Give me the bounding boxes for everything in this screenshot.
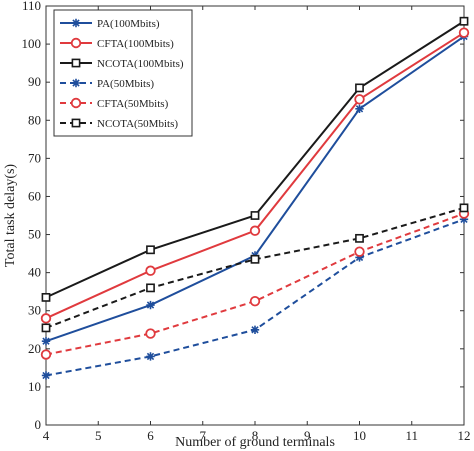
data-point	[250, 254, 260, 264]
data-point	[145, 265, 156, 276]
data-point	[355, 83, 364, 93]
series-ncota-50mbits	[41, 203, 469, 333]
data-point	[40, 313, 52, 324]
data-point	[459, 203, 469, 213]
legend-marker	[71, 118, 81, 128]
data-point	[249, 225, 261, 236]
data-point	[355, 104, 364, 114]
x-tick-label: 9	[304, 428, 311, 443]
series-ncota-100mbits	[41, 16, 469, 302]
y-axis-title: Total task delay(s)	[3, 164, 18, 268]
data-point	[354, 94, 365, 105]
legend-marker	[71, 58, 81, 68]
x-axis: 4 5 6 7 8 9 10 11 12	[43, 6, 471, 443]
y-tick-label: 100	[22, 36, 42, 51]
legend-marker	[70, 37, 82, 49]
data-point	[41, 371, 51, 380]
data-point	[355, 233, 364, 243]
data-point	[459, 215, 469, 224]
legend-item: CFTA(100Mbits)	[60, 37, 174, 50]
y-tick-label: 20	[28, 341, 41, 356]
x-tick-label: 8	[252, 428, 259, 443]
y-tick-label: 50	[28, 227, 41, 242]
y-tick-label: 110	[22, 0, 41, 13]
legend-item: PA(100Mbits)	[60, 18, 160, 30]
data-point	[355, 253, 364, 262]
legend-item: NCOTA(50Mbits)	[60, 118, 178, 130]
y-tick-label: 40	[28, 265, 41, 280]
data-point	[250, 211, 260, 220]
legend-item: PA(50Mbits)	[60, 78, 154, 90]
data-point	[146, 300, 155, 310]
x-tick-label: 12	[458, 428, 471, 443]
y-tick-label: 10	[28, 379, 41, 394]
data-point	[41, 323, 51, 333]
legend-box	[53, 9, 193, 137]
data-point	[458, 27, 470, 38]
legend: PA(100Mbits) CFTA(100Mbits) NCOTA(100Mbits…	[53, 9, 193, 137]
data-point	[41, 337, 51, 346]
x-tick-label: 7	[200, 428, 207, 443]
y-axis: 0 10 20 30 40 50 60 70 80 90 100 110	[22, 0, 464, 432]
data-point	[40, 349, 52, 360]
y-tick-label: 60	[28, 188, 41, 203]
data-point	[41, 292, 51, 302]
legend-label: CFTA(100Mbits)	[97, 38, 174, 50]
y-tick-label: 90	[28, 74, 41, 89]
legend-marker	[70, 97, 82, 109]
data-point	[146, 352, 155, 361]
series-layer	[40, 16, 470, 380]
series-pa-50mbits	[41, 215, 469, 380]
x-tick-label: 4	[43, 428, 50, 443]
data-point	[145, 328, 156, 339]
legend-label: CFTA(50Mbits)	[97, 98, 169, 110]
legend-label: PA(100Mbits)	[97, 18, 160, 30]
data-point	[249, 296, 261, 307]
y-tick-label: 30	[28, 303, 41, 318]
legend-label: NCOTA(50Mbits)	[97, 118, 178, 130]
x-tick-label: 11	[405, 428, 418, 443]
x-tick-label: 5	[95, 428, 102, 443]
legend-marker	[71, 78, 81, 88]
series-cfta-100mbits	[40, 27, 470, 324]
x-tick-label: 10	[353, 428, 366, 443]
data-point	[250, 325, 260, 334]
x-tick-label: 6	[147, 428, 154, 443]
legend-item: CFTA(50Mbits)	[60, 97, 169, 110]
legend-label: PA(50Mbits)	[97, 78, 154, 90]
legend-label: NCOTA(100Mbits)	[97, 58, 184, 70]
legend-item: NCOTA(100Mbits)	[60, 58, 184, 70]
x-axis-title: Number of ground terminals	[175, 435, 335, 450]
y-tick-label: 80	[28, 112, 41, 127]
y-tick-label: 0	[35, 417, 42, 432]
data-point	[146, 283, 155, 293]
legend-marker	[71, 18, 81, 28]
data-point	[146, 245, 155, 255]
data-point	[459, 16, 469, 26]
data-point	[354, 246, 365, 257]
y-tick-label: 70	[28, 150, 41, 165]
